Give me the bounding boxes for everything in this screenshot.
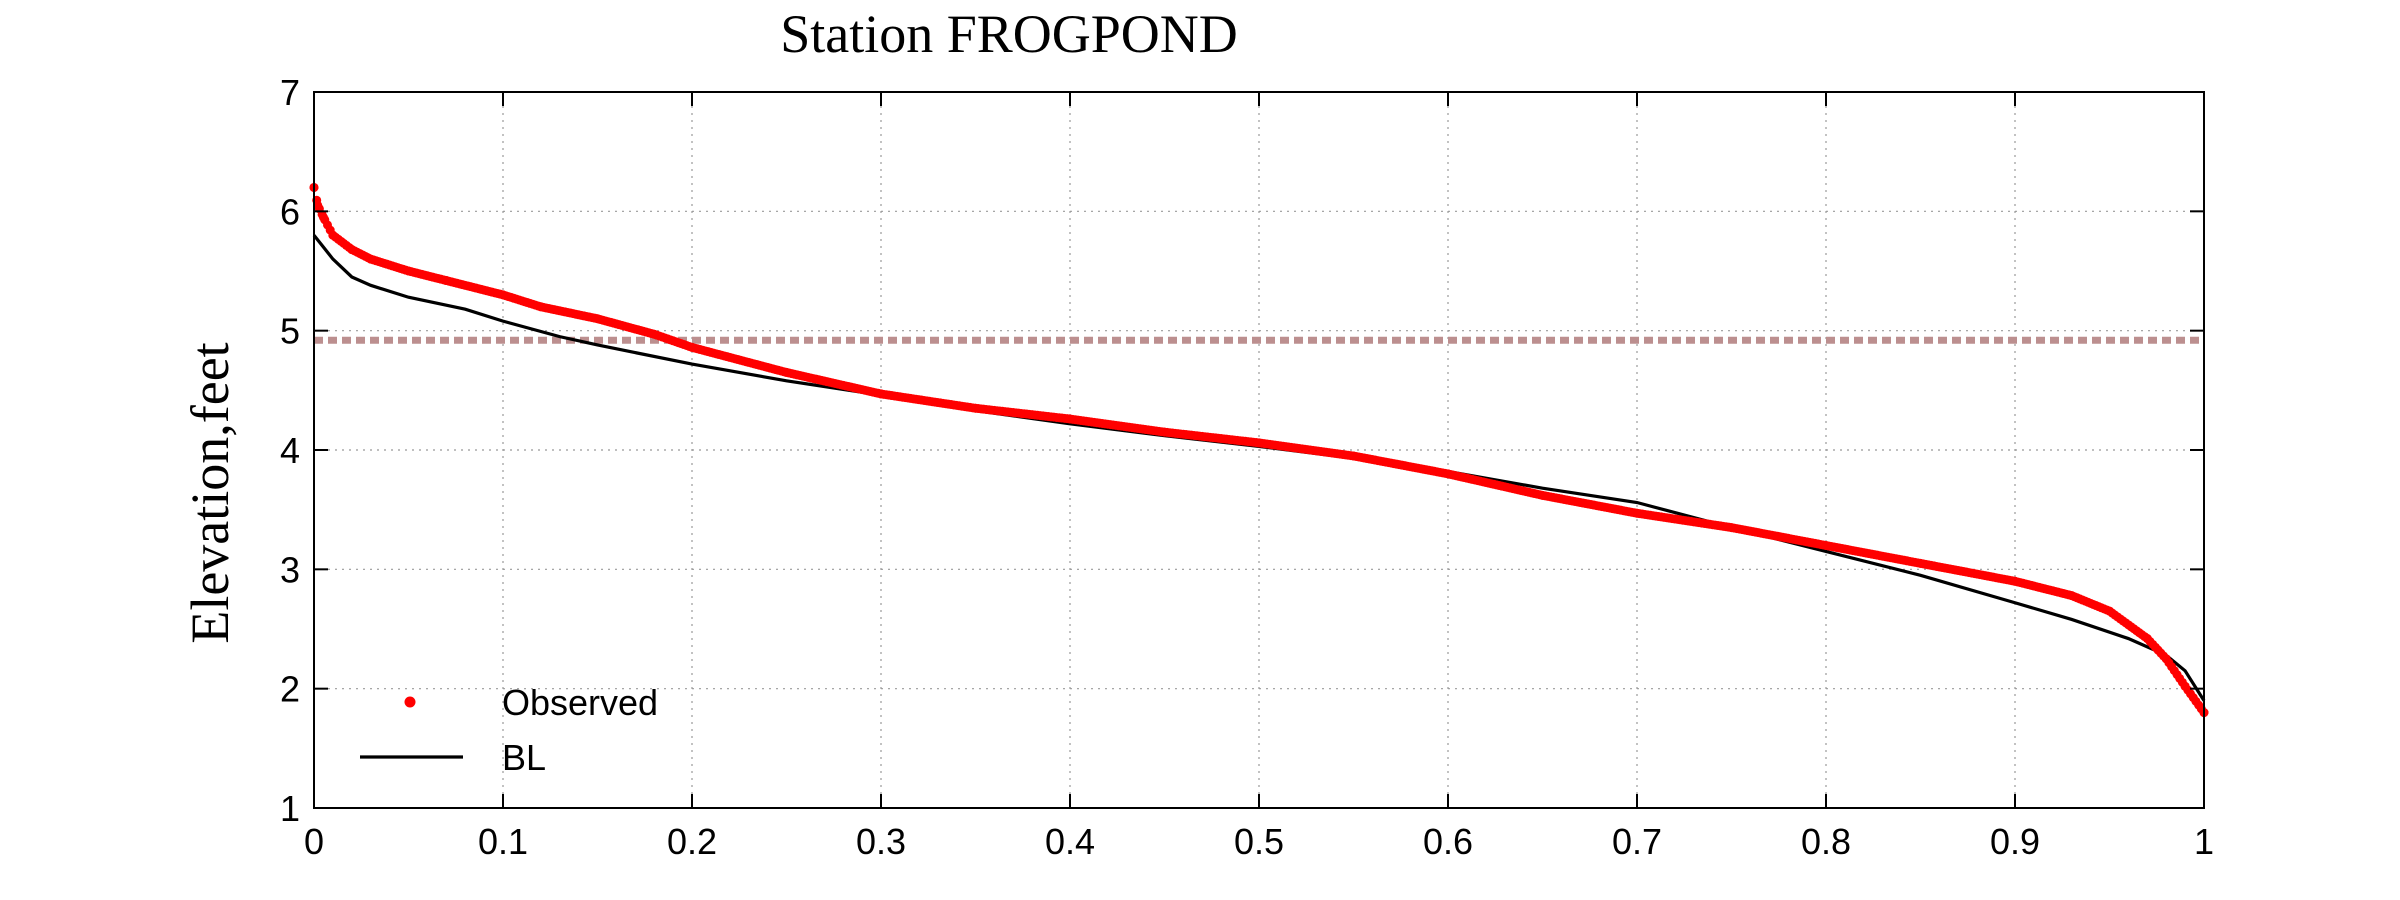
x-tick-label: 0.1 — [478, 821, 528, 862]
y-tick-label: 4 — [280, 430, 300, 471]
y-tick-label: 5 — [280, 311, 300, 352]
series-group — [309, 182, 2209, 718]
x-tick-label: 0.4 — [1045, 821, 1095, 862]
observed-point — [1916, 558, 1925, 568]
observed-point — [1538, 490, 1547, 500]
observed-point — [1821, 540, 1831, 550]
legend: Observed BL — [360, 682, 658, 778]
observed-point — [1727, 523, 1736, 533]
legend-label-bl: BL — [502, 737, 546, 778]
observed-point — [404, 266, 413, 276]
observed-point — [2142, 634, 2152, 644]
x-tick-label: 0.3 — [856, 821, 906, 862]
observed-point — [536, 302, 546, 312]
observed-point — [2105, 606, 2114, 616]
grid — [314, 92, 2204, 808]
observed-point — [1065, 414, 1075, 424]
y-tick-label: 7 — [280, 72, 300, 113]
y-axis-label: Elevation,feet — [180, 342, 240, 643]
series-line-bl — [312, 234, 2206, 702]
x-tick-label: 0 — [304, 821, 324, 862]
y-tick-label: 3 — [280, 549, 300, 590]
observed-point — [318, 212, 328, 222]
observed-point — [2010, 576, 2020, 586]
x-tick-label: 0.9 — [1990, 821, 2040, 862]
x-tick-label: 0.8 — [1801, 821, 1851, 862]
observed-point — [313, 200, 323, 210]
x-tick-label: 0.2 — [667, 821, 717, 862]
x-tick-label: 0.5 — [1234, 821, 1284, 862]
observed-point — [1632, 508, 1642, 518]
observed-point — [328, 230, 338, 240]
observed-point — [1443, 469, 1453, 479]
ticks: 0 0.1 0.2 0.3 0.4 0.5 0.6 0.7 0.8 0.9 1 1 2 3 4 5 6 7 — [280, 72, 2214, 862]
legend-label-observed: Observed — [502, 682, 658, 723]
x-tick-label: 1 — [2194, 821, 2214, 862]
observed-point — [2180, 681, 2190, 691]
observed-point — [876, 389, 886, 399]
x-tick-label: 0.7 — [1612, 821, 1662, 862]
observed-point — [366, 254, 376, 264]
chart-title: Station FROGPOND — [780, 4, 1238, 64]
observed-point — [498, 290, 508, 300]
observed-point — [649, 329, 659, 339]
observed-point — [1349, 451, 1358, 461]
observed-point — [1254, 438, 1264, 448]
y-tick-label: 1 — [280, 788, 300, 829]
observed-point — [782, 367, 791, 377]
x-tick-label: 0.6 — [1423, 821, 1473, 862]
observed-point — [1160, 427, 1169, 437]
observed-point — [2161, 654, 2171, 664]
observed-point — [687, 342, 697, 352]
y-tick-label: 2 — [280, 669, 300, 710]
observed-point — [2067, 591, 2077, 601]
observed-point — [593, 314, 602, 324]
y-tick-label: 6 — [280, 191, 300, 232]
series-markers-observed — [309, 182, 2209, 718]
observed-point — [441, 276, 451, 286]
observed-point — [347, 245, 357, 255]
observed-point — [971, 403, 980, 413]
legend-marker-observed — [404, 696, 416, 708]
